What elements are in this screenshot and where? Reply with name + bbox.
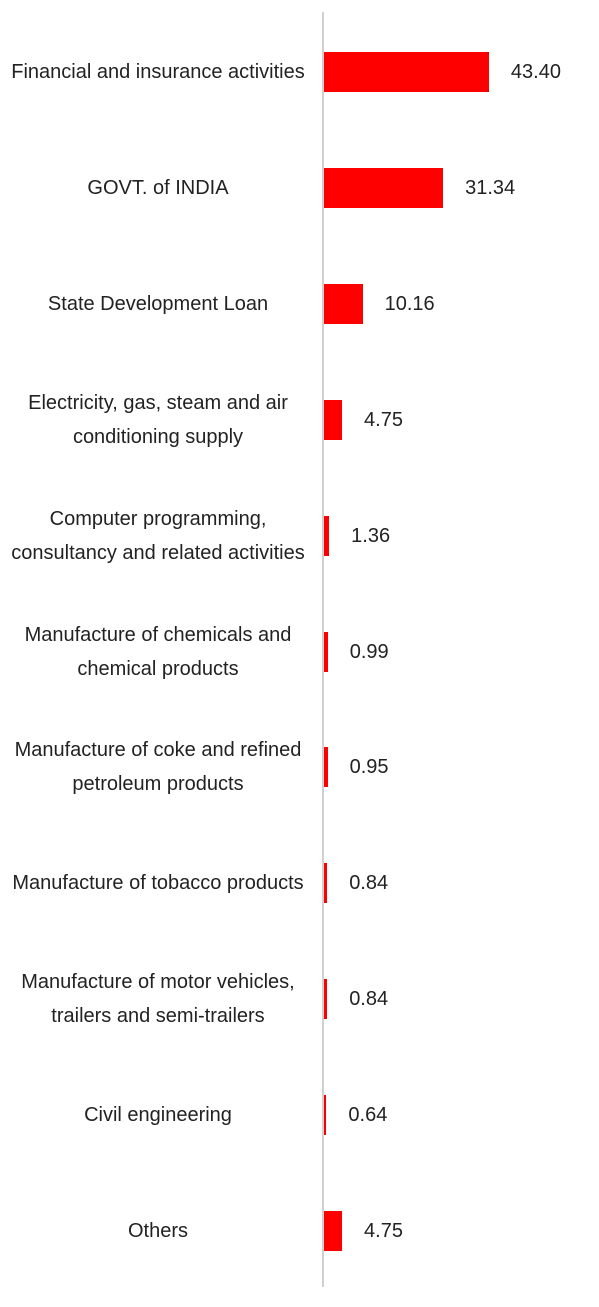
value-label: 0.95 xyxy=(349,756,389,779)
bar xyxy=(324,399,343,440)
bar xyxy=(324,979,328,1020)
bar xyxy=(324,515,330,556)
category-label: Manufacture of coke and refined petroleu… xyxy=(14,739,302,796)
value-label: 10.16 xyxy=(384,292,435,315)
category-label: Manufacture of motor vehicles, trailers … xyxy=(21,971,295,1028)
bar xyxy=(324,167,444,208)
category-label: Others xyxy=(127,1220,189,1242)
value-label: 4.75 xyxy=(364,408,403,431)
value-label: 4.75 xyxy=(364,1220,403,1242)
category-label: Financial and insurance activities xyxy=(11,61,305,83)
value-label: 1.36 xyxy=(351,524,391,547)
category-label: Electricity, gas, steam and air conditio… xyxy=(28,391,288,448)
value-label: 31.34 xyxy=(465,176,516,199)
category-label: Manufacture of tobacco products xyxy=(12,872,304,895)
bar xyxy=(324,863,328,904)
category-label: Computer programming, consultancy and re… xyxy=(11,507,305,564)
value-label: 0.64 xyxy=(348,1104,388,1127)
axis-line xyxy=(322,12,324,1287)
value-label: 0.84 xyxy=(349,872,389,895)
value-label: 0.84 xyxy=(349,988,389,1011)
bar xyxy=(324,747,328,788)
bar xyxy=(324,283,363,324)
bar xyxy=(324,1095,327,1136)
bar xyxy=(324,1211,343,1251)
category-label: Manufacture of chemicals and chemical pr… xyxy=(24,623,292,680)
category-label: GOVT. of INDIA xyxy=(87,176,229,199)
bar xyxy=(324,52,489,92)
value-label: 43.40 xyxy=(510,61,561,83)
category-label: State Development Loan xyxy=(47,292,269,315)
bar xyxy=(324,631,328,672)
value-label: 0.99 xyxy=(349,640,389,663)
category-label: Civil engineering xyxy=(84,1104,232,1127)
